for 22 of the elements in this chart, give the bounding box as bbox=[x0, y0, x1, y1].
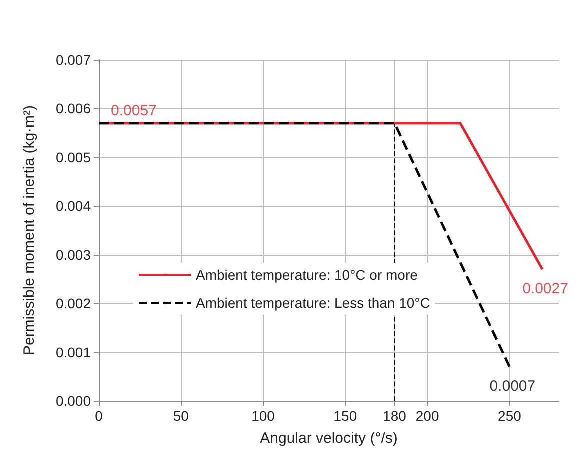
y-tick-label: 0.000 bbox=[56, 393, 92, 409]
legend-label: Ambient temperature: 10°C or more bbox=[196, 267, 418, 283]
y-tick-label: 0.001 bbox=[56, 344, 92, 360]
legend-label: Ambient temperature: Less than 10°C bbox=[196, 295, 430, 311]
y-tick-label: 0.004 bbox=[56, 198, 92, 214]
x-axis-title: Angular velocity (°/s) bbox=[260, 430, 398, 447]
y-tick-label: 0.003 bbox=[56, 246, 92, 263]
x-tick-label: 50 bbox=[173, 408, 190, 424]
y-tick-label: 0.002 bbox=[56, 296, 92, 312]
annotation: 0.0057 bbox=[111, 102, 157, 120]
y-tick-label: 0.006 bbox=[56, 100, 92, 117]
x-tick-label: 200 bbox=[416, 408, 440, 424]
ref-line-label: 180 bbox=[383, 408, 407, 424]
x-tick-label: 150 bbox=[334, 408, 358, 424]
y-axis-title: Permissible moment of inertia (kg·m²) bbox=[21, 105, 38, 356]
annotation: 0.0027 bbox=[522, 280, 568, 298]
x-tick-label: 0 bbox=[95, 408, 104, 424]
y-tick-label: 0.005 bbox=[56, 149, 92, 166]
annotation: 0.0007 bbox=[490, 378, 536, 395]
y-tick-label: 0.007 bbox=[56, 52, 92, 68]
x-tick-label: 250 bbox=[498, 408, 522, 424]
x-tick-label: 100 bbox=[252, 408, 276, 424]
